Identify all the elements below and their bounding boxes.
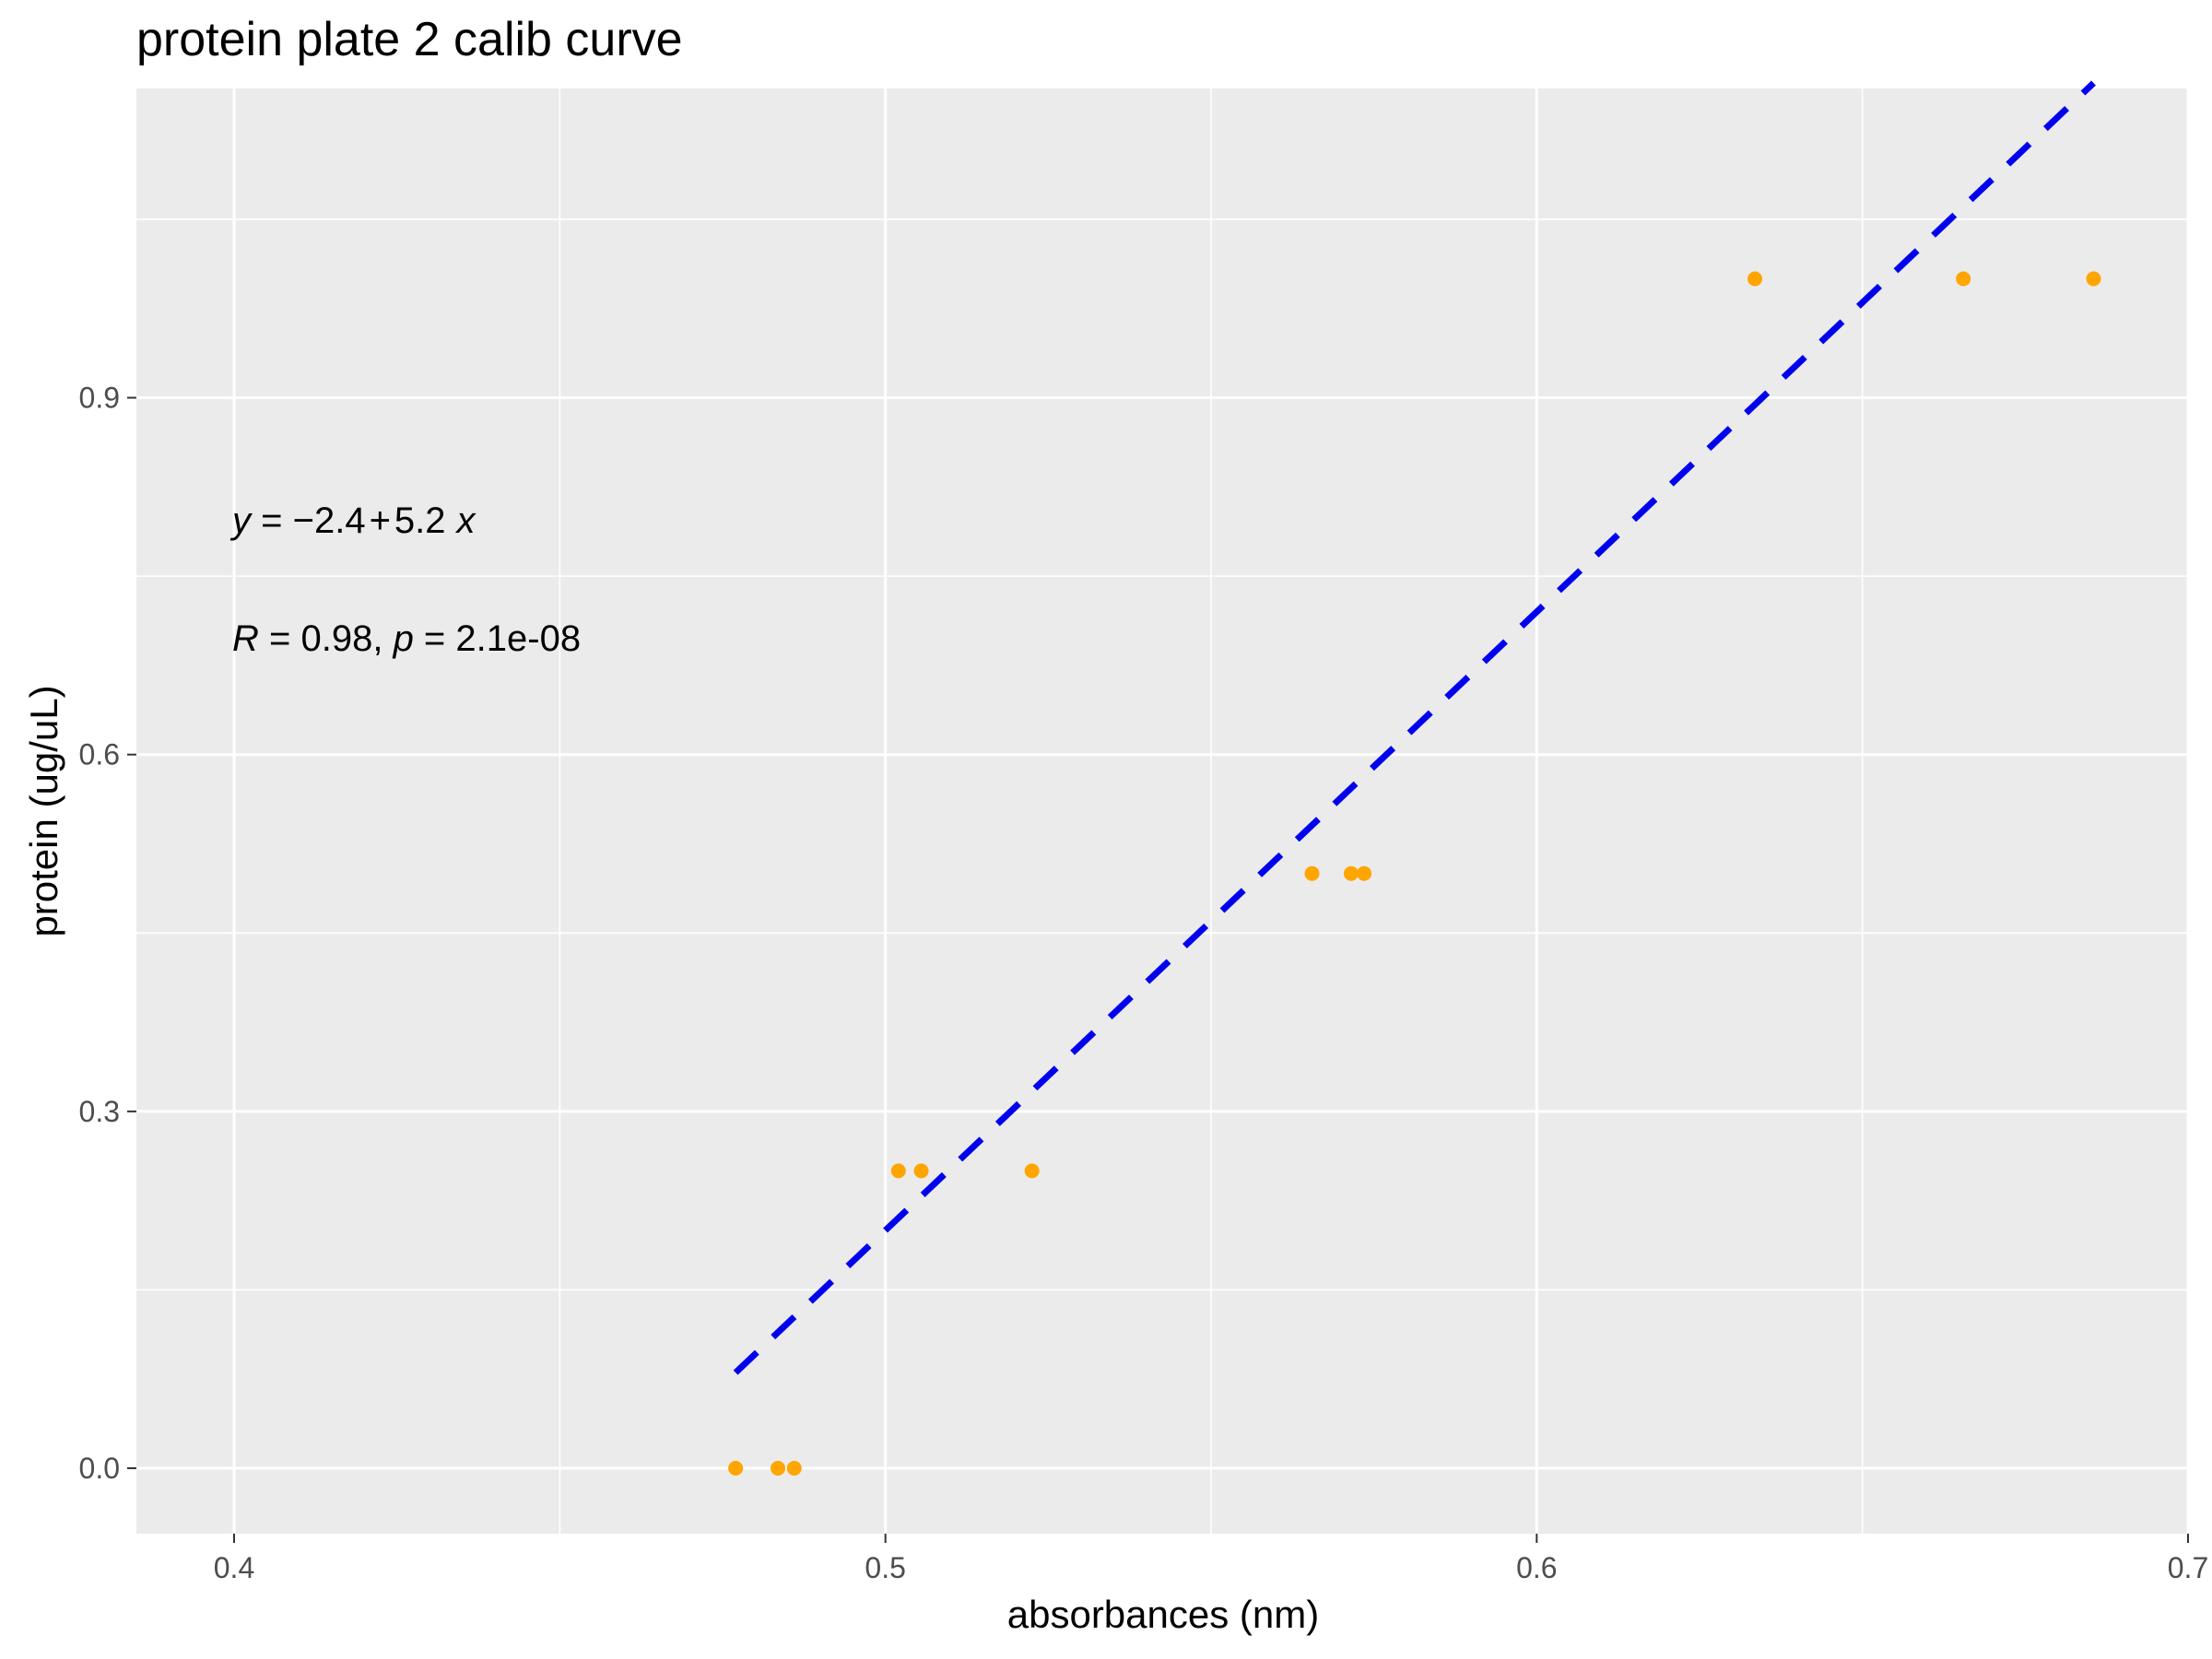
stats-r-var: R [232,618,259,659]
regression-equation: y = −2.4 +5.2 x [229,500,477,541]
y-axis-title: protein (ug/uL) [22,685,65,936]
data-point [771,1461,786,1477]
equation-y-var: y [229,500,253,541]
data-point [1357,865,1372,881]
data-point [1304,865,1320,881]
data-point [728,1461,744,1477]
data-point [890,1163,906,1179]
data-point [913,1163,929,1179]
data-point [1747,271,1763,287]
regression-line-group [733,80,2096,1375]
equation-intercept: −2.4 [293,500,366,541]
y-tick-label: 0.6 [79,738,120,771]
x-axis-ticks: 0.4 0.5 0.6 0.7 [214,1534,2208,1584]
equation-x-var: x [455,500,477,541]
stats-r-text: = 0.98, [259,618,394,659]
x-tick-label: 0.5 [865,1551,905,1584]
data-point [1956,271,1971,287]
equation-plus: + [370,500,391,541]
stats-p-text: = 2.1e-08 [414,618,581,659]
data-point [1343,865,1359,881]
correlation-stats: R = 0.98, p = 2.1e-08 [232,618,581,659]
regression-line [733,80,2096,1375]
data-points-group [728,271,2101,1477]
minor-gridlines [136,88,2188,1534]
major-gridlines [136,88,2190,1534]
x-tick-label: 0.7 [2168,1551,2208,1584]
x-tick-label: 0.6 [1516,1551,1557,1584]
data-point [1024,1163,1040,1179]
x-axis-title: absorbances (nm) [1007,1593,1319,1636]
y-tick-label: 0.3 [79,1095,120,1128]
x-tick-label: 0.4 [214,1551,254,1584]
y-tick-label: 0.0 [79,1452,120,1485]
y-tick-label: 0.9 [79,382,120,415]
y-axis-ticks: 0.0 0.3 0.6 0.9 [79,382,136,1485]
chart-title: protein plate 2 calib curve [136,13,683,66]
data-point [786,1461,802,1477]
equation-slope: 5.2 [394,500,446,541]
stats-p-var: p [393,618,414,659]
data-point [2086,271,2101,287]
plot-panel [136,88,2188,1534]
equation-eq-sign: = [251,500,293,541]
